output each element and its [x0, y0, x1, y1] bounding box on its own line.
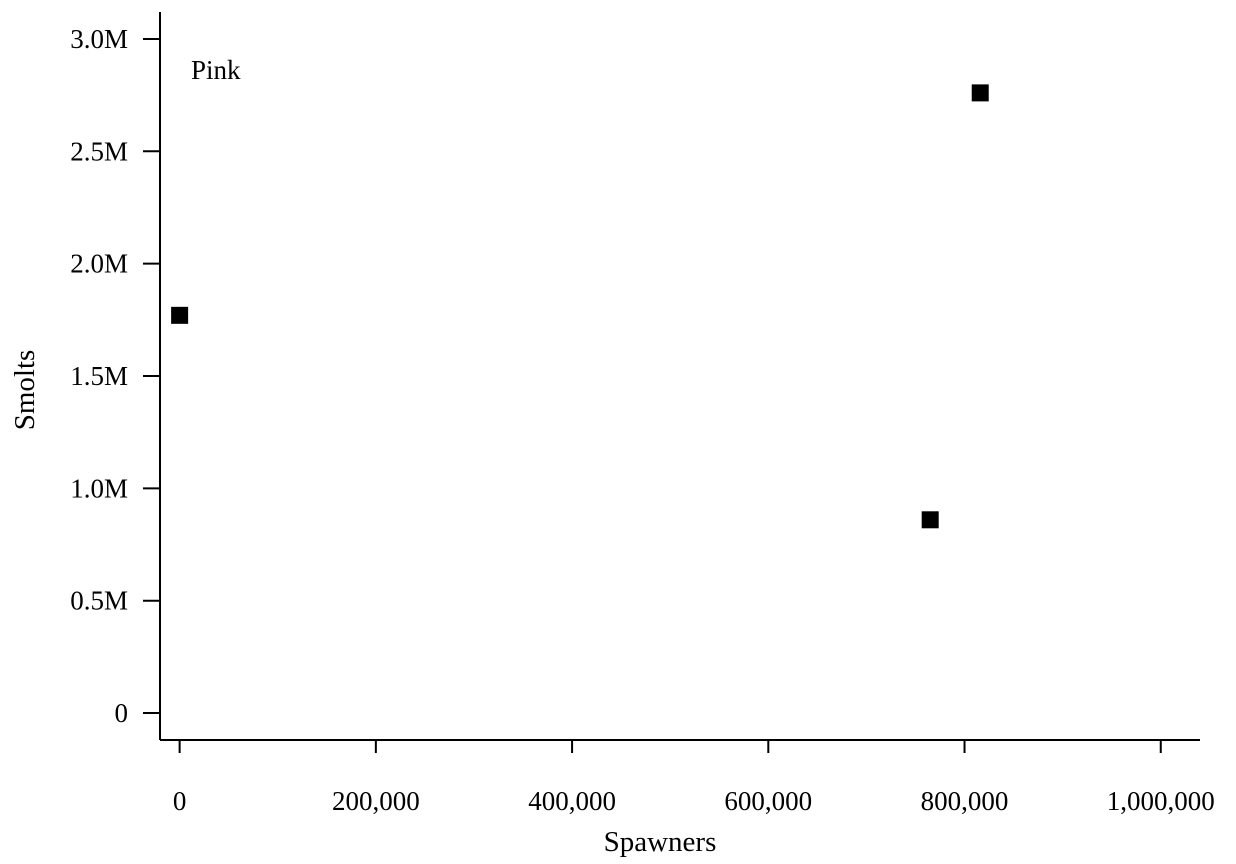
x-tick-label: 400,000 [528, 786, 616, 816]
labels: Pink Spawners Smolts [9, 55, 716, 858]
y-tick-label: 1.0M [70, 473, 128, 503]
y-tick-label: 0 [115, 698, 129, 728]
y-tick-label: 2.0M [70, 249, 128, 279]
y-axis-label: Smolts [9, 350, 41, 431]
x-tick-label: 200,000 [332, 786, 420, 816]
data-point [971, 84, 989, 102]
axes: 0 200,000 400,000 600,000 800,000 1,000,000 0 0… [70, 12, 1215, 816]
chart-annotation: Pink [191, 55, 241, 85]
x-tick-label: 600,000 [724, 786, 812, 816]
x-tick-label: 800,000 [921, 786, 1009, 816]
y-tick-label: 2.5M [70, 136, 128, 166]
y-tick-label: 3.0M [70, 24, 128, 54]
y-tick-label: 1.5M [70, 361, 128, 391]
data-point [171, 306, 189, 324]
y-tick-label: 0.5M [70, 586, 128, 616]
x-tick-label: 1,000,000 [1107, 786, 1215, 816]
data-point [921, 511, 939, 529]
x-tick-label: 0 [173, 786, 187, 816]
x-axis-label: Spawners [604, 826, 717, 858]
data-points [171, 84, 989, 529]
